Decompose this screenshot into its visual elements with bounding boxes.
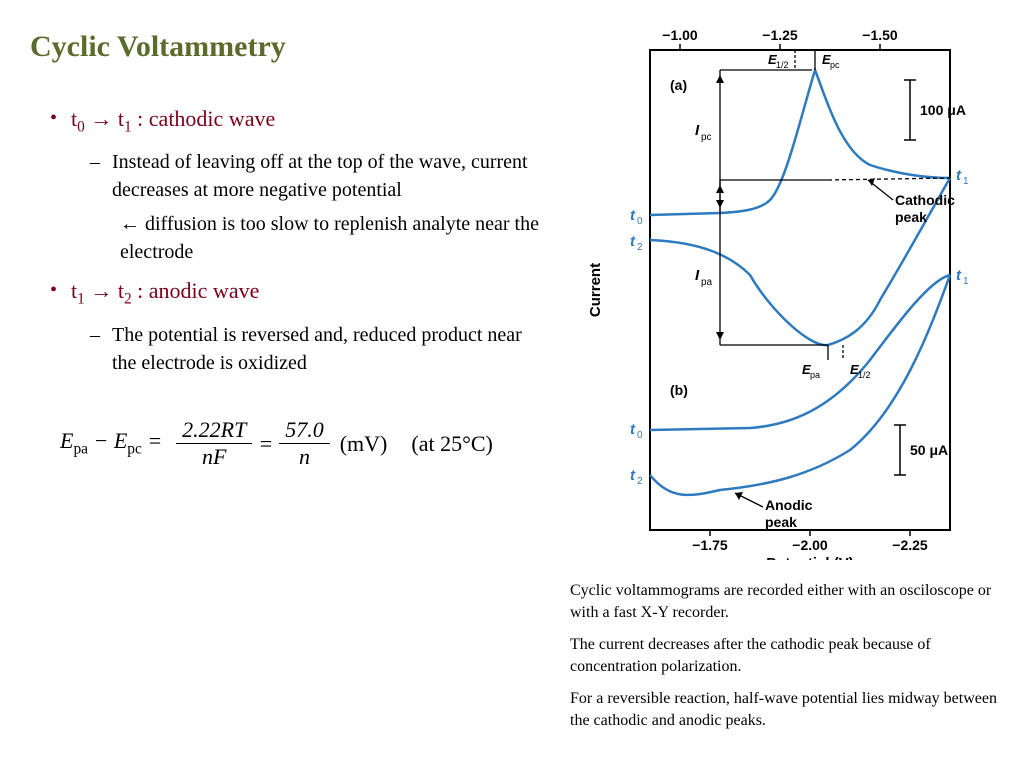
caption-p3: For a reversible reaction, half-wave pot… <box>570 688 1000 732</box>
svg-text:100 μA: 100 μA <box>920 102 966 118</box>
bullet-1-sub2: ← diffusion is too slow to replenish ana… <box>120 210 550 266</box>
slide-title: Cyclic Voltammetry <box>30 30 550 64</box>
svg-text:I: I <box>695 267 700 284</box>
svg-text:Cathodic: Cathodic <box>895 192 955 208</box>
svg-text:(b): (b) <box>670 382 688 398</box>
dash-icon: – <box>90 148 100 176</box>
bullet-2-text: t1 → t2 : anodic wave <box>71 276 259 314</box>
eq-frac2-num: 57.0 <box>279 417 330 444</box>
bullet-dot-icon: • <box>50 104 57 132</box>
cv-figure: −1.00 −1.25 −1.50 −1.75 −2.00 −2.25 Potential … <box>570 30 990 570</box>
svg-text:50 μA: 50 μA <box>910 442 948 458</box>
dash-icon: – <box>90 321 100 349</box>
svg-text:1: 1 <box>963 276 969 287</box>
svg-text:t: t <box>956 267 962 284</box>
cv-svg: −1.00 −1.25 −1.50 −1.75 −2.00 −2.25 Potential … <box>570 30 990 560</box>
equation: Epa − Epc = 2.22RT nF = 57.0 n (mV) (at … <box>60 417 550 471</box>
eq-unit: (mV) <box>340 431 388 457</box>
svg-text:pc: pc <box>830 60 840 70</box>
bullet-1-text: t0 → t1 : cathodic wave <box>71 104 275 142</box>
eq-frac1: 2.22RT nF <box>176 417 252 471</box>
eq-frac2: 57.0 n <box>279 417 330 471</box>
caption-p1: Cyclic voltammograms are recorded either… <box>570 580 1000 624</box>
svg-text:Current: Current <box>587 263 604 317</box>
eq-frac1-num: 2.22RT <box>176 417 252 444</box>
svg-text:pa: pa <box>810 370 820 380</box>
bullet-1-sub1-text: Instead of leaving off at the top of the… <box>112 148 550 204</box>
svg-text:(a): (a) <box>670 77 687 93</box>
svg-text:Anodic: Anodic <box>765 497 813 513</box>
bullet-2-sub1-text: The potential is reversed and, reduced p… <box>112 321 550 377</box>
svg-text:−1.50: −1.50 <box>862 30 898 43</box>
svg-text:I: I <box>695 122 700 139</box>
bullet-2-sub1: – The potential is reversed and, reduced… <box>90 321 550 377</box>
figure-caption: Cyclic voltammograms are recorded either… <box>570 580 1000 742</box>
svg-text:−1.00: −1.00 <box>662 30 698 43</box>
svg-text:t: t <box>630 207 636 224</box>
svg-text:1/2: 1/2 <box>776 60 789 70</box>
svg-text:pa: pa <box>701 277 713 288</box>
svg-text:t: t <box>630 421 636 438</box>
svg-text:0: 0 <box>637 216 643 227</box>
svg-text:peak: peak <box>765 514 797 530</box>
svg-text:peak: peak <box>895 209 927 225</box>
svg-text:t: t <box>630 233 636 250</box>
svg-text:1/2: 1/2 <box>858 370 871 380</box>
svg-text:2: 2 <box>637 242 643 253</box>
svg-text:−1.75: −1.75 <box>692 537 728 553</box>
svg-text:0: 0 <box>637 430 643 441</box>
svg-text:−2.00: −2.00 <box>792 537 828 553</box>
svg-text:pc: pc <box>701 132 712 143</box>
svg-text:t: t <box>956 167 962 184</box>
svg-text:−2.25: −2.25 <box>892 537 928 553</box>
eq-lhs: Epa − Epc = <box>60 428 162 458</box>
bullet-1-sub1: – Instead of leaving off at the top of t… <box>90 148 550 204</box>
eq-frac2-den: n <box>293 444 316 470</box>
svg-text:1: 1 <box>963 176 969 187</box>
bullet-2: • t1 → t2 : anodic wave <box>50 276 550 314</box>
bullet-1-sub2-text: ← diffusion is too slow to replenish ana… <box>120 213 539 263</box>
svg-text:Potential (V): Potential (V) <box>766 555 854 560</box>
svg-text:t: t <box>630 467 636 484</box>
bullet-1: • t0 → t1 : cathodic wave <box>50 104 550 142</box>
bullet-dot-icon: • <box>50 276 57 304</box>
svg-text:2: 2 <box>637 476 643 487</box>
eq-cond: (at 25°C) <box>411 431 493 457</box>
eq-eq: = <box>258 431 273 457</box>
svg-text:−1.25: −1.25 <box>762 30 798 43</box>
eq-frac1-den: nF <box>196 444 232 470</box>
caption-p2: The current decreases after the cathodic… <box>570 634 1000 678</box>
